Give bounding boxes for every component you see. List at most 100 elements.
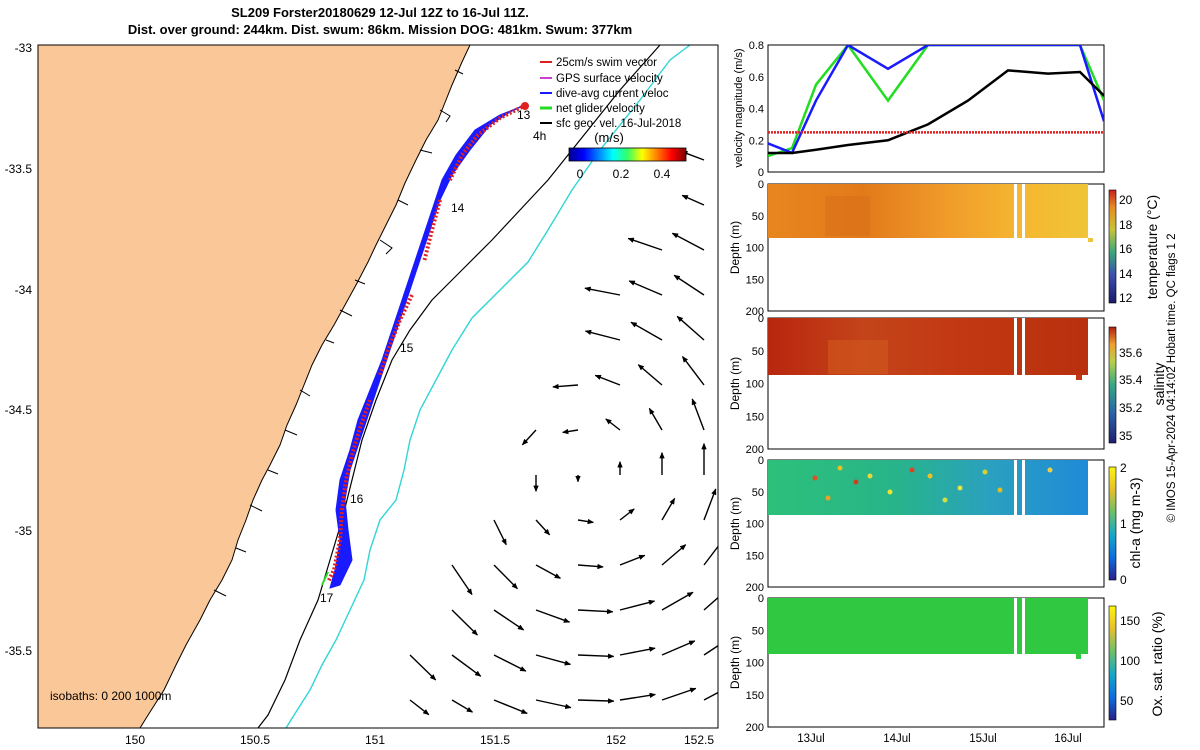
velocity-ytick: 0.8 [749, 40, 764, 52]
salinity-ylabel: salinity [1151, 363, 1167, 406]
geo-vector [703, 596, 718, 611]
ctick: 20 [1119, 193, 1133, 207]
legend-item-dive: dive-avg current veloc [556, 88, 669, 100]
geo-vector-head [711, 488, 717, 496]
hour-label: 4h [533, 129, 546, 143]
geo-vector [661, 687, 697, 701]
time-tick: 16Jul [1054, 733, 1082, 745]
geo-vector-head [594, 374, 602, 380]
depth-tick: 200 [746, 722, 764, 734]
geo-vector [671, 232, 705, 251]
geo-vector [535, 654, 571, 666]
geo-vector-head [587, 518, 595, 525]
day-label-14: 14 [451, 201, 465, 215]
swim-vectors-red [326, 105, 523, 583]
chla-cticks: 0 1 2 [1120, 461, 1127, 587]
geo-vector-head [584, 286, 592, 292]
geo-vector-head [628, 508, 635, 515]
geo-vector-head [563, 617, 571, 623]
legend-item-geo: sfc geo. vel. 16-Jul-2018 [556, 118, 681, 130]
geo-vector-head [429, 674, 437, 681]
data-gap [1014, 184, 1017, 238]
oxygen-colorbar [1108, 605, 1117, 721]
depth-tick: 0 [758, 455, 764, 467]
geo-vector-head [605, 418, 612, 425]
data-gap [1022, 598, 1025, 654]
geo-vector [627, 237, 663, 251]
geo-vector [577, 609, 613, 613]
chla-highlight-dot [853, 479, 859, 485]
depth-tick: 0 [758, 179, 764, 191]
time-tick: 15Jul [969, 733, 997, 745]
geo-vector-head [637, 364, 645, 371]
data-gap [1022, 460, 1025, 515]
lon-tick: 152 [606, 733, 626, 747]
temperature-warm-patch [825, 196, 870, 236]
chla-highlight-dot [942, 497, 948, 503]
oxygen-ylabel: Ox. sat. ratio (%) [1149, 611, 1165, 716]
time-tick: 14Jul [883, 733, 911, 745]
geo-vector [577, 699, 614, 702]
day-label-16: 16 [350, 492, 364, 506]
geo-vector [661, 591, 694, 611]
temperature-field [768, 184, 1088, 238]
figure-title: SL209 Forster20180629 12-Jul 12Z to 16-J… [0, 4, 760, 38]
title-line-2: Dist. over ground: 244km. Dist. swum: 86… [127, 22, 633, 37]
lat-axis: -33 -33.5 -34 -34.5 -35 -35.5 [5, 41, 33, 658]
ctick: 16 [1119, 242, 1133, 256]
ctick: 100 [1120, 654, 1140, 668]
geo-vector-head [552, 383, 559, 390]
depth-label: Depth (m) [728, 357, 742, 410]
salinity-field [768, 318, 1088, 375]
lon-tick: 150.5 [240, 733, 270, 747]
geo-vector [451, 609, 479, 636]
temperature-drip [1088, 238, 1093, 242]
geo-vector-head [648, 646, 656, 652]
ctick: 35 [1119, 429, 1133, 443]
title-line-1: SL209 Forster20180629 12-Jul 12Z to 16-J… [231, 5, 529, 20]
colorbar-tick: 0.2 [613, 167, 630, 181]
velocity-line-sfc [768, 69, 1104, 155]
geo-vector-head [466, 706, 474, 713]
time-axis: 13Jul 14Jul 15Jul 16Jul [797, 733, 1082, 745]
geo-vector-head [676, 315, 684, 323]
geo-vector-head [564, 703, 572, 710]
salinity-panel: 35 35.2 35.4 35.6 salinity [767, 317, 1167, 450]
geo-vector-head [681, 195, 689, 201]
geo-vector-head [501, 538, 507, 546]
chla-highlight-dot [837, 465, 843, 471]
velocity-yticks: 0 0.2 0.4 0.6 0.8 [749, 40, 764, 179]
lat-tick: -35 [15, 524, 33, 538]
colorbar-label: (m/s) [594, 130, 624, 145]
lat-tick: -33.5 [5, 162, 33, 176]
geo-vector [673, 274, 705, 296]
oxygen-field [768, 598, 1088, 654]
depth-label: Depth (m) [728, 636, 742, 689]
geo-vector-head [517, 624, 525, 631]
geo-vector-head [511, 582, 518, 590]
geo-vector [535, 609, 570, 623]
day-label-17: 17 [320, 591, 334, 605]
depth-axes: 0 50 100 150 200 Depth (m) 0 50 100 150 200 Depth (… [728, 179, 764, 734]
geo-vector [584, 287, 621, 296]
track-end-marker [521, 102, 529, 110]
velocity-panel: 0 0.2 0.4 0.6 0.8 velocity magnitude (m/s) [733, 40, 1105, 179]
geo-vector [451, 654, 482, 677]
ctick: 0 [1120, 573, 1127, 587]
geo-vector-head [630, 321, 638, 328]
data-gap [1022, 184, 1025, 238]
velocity-series [768, 45, 1104, 158]
lat-tick: -34 [15, 283, 33, 297]
geo-vector [661, 640, 696, 656]
geo-vector-head [682, 355, 689, 363]
velocity-ytick: 0 [758, 167, 764, 179]
geo-vector [681, 356, 705, 386]
lon-tick: 150 [125, 733, 145, 747]
depth-tick: 150 [746, 550, 764, 562]
geo-vector-head [471, 629, 478, 636]
isobath-label: isobaths: 0 200 1000m [50, 689, 171, 703]
land-mass [38, 45, 471, 728]
depth-tick: 100 [746, 519, 764, 531]
geo-vector-head [638, 554, 646, 560]
